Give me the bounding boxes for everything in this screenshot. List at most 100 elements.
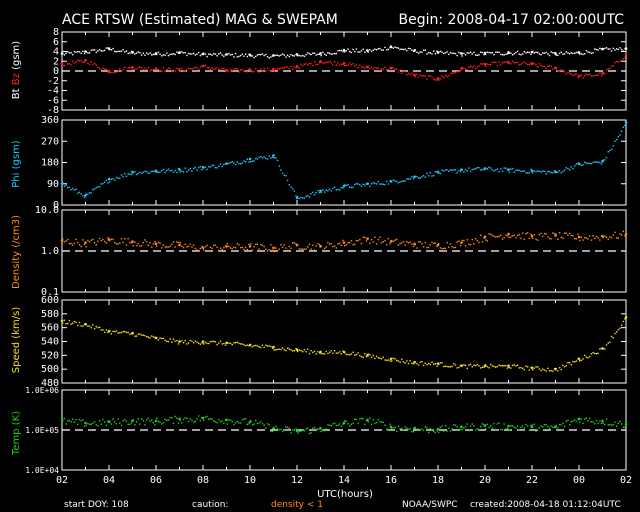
- data-dot-bt: [197, 51, 200, 54]
- data-dot-bt: [332, 53, 334, 55]
- data-dot-bz: [516, 61, 519, 64]
- data-dot-bz: [367, 65, 369, 67]
- data-dot-bz: [597, 74, 599, 76]
- data-dot-bz: [387, 69, 390, 71]
- data-dot-temp: [246, 423, 249, 426]
- data-dot-speed: [161, 337, 163, 340]
- data-dot-bt: [82, 50, 84, 53]
- data-dot-phi: [495, 169, 497, 171]
- data-dot-bt: [145, 52, 148, 54]
- data-dot-density: [550, 238, 552, 240]
- data-dot-bz: [424, 75, 426, 77]
- data-dot-speed: [426, 363, 428, 366]
- data-dot-temp: [164, 418, 166, 421]
- data-dot-bt: [179, 52, 181, 54]
- data-dot-speed: [444, 365, 447, 367]
- data-dot-density: [379, 236, 381, 238]
- data-dot-speed: [68, 319, 71, 322]
- data-dot-density: [624, 235, 626, 237]
- data-dot-speed: [401, 358, 403, 361]
- series-speed: [60, 315, 628, 372]
- data-dot-bz: [114, 71, 116, 73]
- data-dot-density: [221, 248, 223, 251]
- data-dot-phi: [241, 162, 244, 164]
- data-dot-density: [387, 237, 390, 240]
- data-dot-temp: [412, 430, 415, 433]
- data-dot-speed: [328, 351, 331, 354]
- data-dot-phi: [177, 167, 180, 170]
- data-dot-density: [213, 244, 215, 247]
- data-dot-density: [199, 247, 202, 250]
- x-tick-label: 00: [573, 475, 585, 486]
- data-dot-bt: [139, 51, 141, 54]
- data-dot-temp: [404, 426, 406, 428]
- data-dot-temp: [394, 426, 396, 429]
- data-dot-temp: [389, 423, 391, 425]
- data-dot-bt: [357, 51, 359, 53]
- data-dot-density: [276, 249, 279, 252]
- data-dot-bz: [354, 65, 356, 67]
- data-dot-bt: [258, 53, 260, 56]
- data-dot-bz: [333, 61, 336, 63]
- data-dot-bz: [335, 64, 338, 66]
- data-dot-speed: [585, 356, 588, 358]
- data-dot-bt: [454, 52, 457, 55]
- data-dot-phi: [203, 167, 205, 169]
- data-dot-phi: [548, 170, 551, 173]
- data-dot-density: [300, 248, 302, 250]
- data-dot-speed: [191, 340, 193, 342]
- data-dot-speed: [553, 367, 556, 370]
- data-dot-speed: [266, 345, 269, 347]
- data-dot-density: [360, 242, 363, 245]
- data-dot-speed: [476, 363, 479, 366]
- source-label: NOAA/SWPC: [402, 500, 458, 510]
- data-dot-bt: [214, 53, 217, 55]
- data-dot-bz: [609, 67, 611, 70]
- data-dot-phi: [345, 184, 348, 187]
- data-dot-density: [251, 249, 254, 251]
- data-dot-bz: [177, 68, 180, 70]
- data-point-density: [530, 234, 534, 238]
- data-dot-density: [179, 242, 181, 244]
- data-dot-phi: [271, 156, 274, 158]
- data-dot-phi: [619, 134, 621, 136]
- speed-ylabel: Speed (km/s): [11, 307, 22, 374]
- data-dot-temp: [102, 418, 104, 421]
- data-dot-speed: [295, 347, 297, 350]
- data-dot-phi: [510, 168, 512, 170]
- data-dot-phi: [328, 188, 331, 190]
- data-dot-density: [555, 233, 557, 236]
- data-dot-bz: [166, 68, 168, 71]
- data-point-bt: [483, 51, 487, 55]
- data-dot-bt: [347, 48, 349, 50]
- data-dot-bz: [144, 67, 146, 70]
- data-dot-temp: [317, 428, 319, 430]
- data-dot-bt: [109, 48, 111, 51]
- temp-ylabel: Temp (K): [11, 411, 22, 456]
- data-dot-bt: [615, 48, 618, 50]
- data-dot-bt: [609, 48, 611, 50]
- data-dot-phi: [214, 167, 217, 169]
- data-dot-temp: [347, 422, 349, 425]
- data-dot-phi: [291, 188, 294, 190]
- x-axis-label: UTC(hours): [317, 489, 373, 500]
- data-dot-density: [510, 236, 512, 238]
- data-dot-phi: [139, 171, 141, 174]
- data-dot-density: [404, 244, 406, 246]
- series-temp: [60, 415, 628, 435]
- data-dot-speed: [130, 333, 133, 335]
- data-dot-density: [281, 246, 284, 248]
- data-dot-temp: [542, 426, 544, 428]
- data-dot-bz: [558, 70, 561, 72]
- data-dot-density: [573, 237, 576, 240]
- data-dot-phi: [251, 160, 254, 162]
- x-tick-label: 04: [103, 475, 115, 486]
- data-dot-bt: [110, 49, 113, 51]
- data-dot-phi: [255, 157, 257, 160]
- data-dot-phi: [340, 186, 343, 189]
- data-dot-bz: [347, 64, 349, 66]
- data-dot-speed: [187, 342, 190, 344]
- data-dot-speed: [619, 327, 621, 330]
- data-dot-speed: [471, 366, 473, 368]
- data-dot-bz: [369, 67, 371, 70]
